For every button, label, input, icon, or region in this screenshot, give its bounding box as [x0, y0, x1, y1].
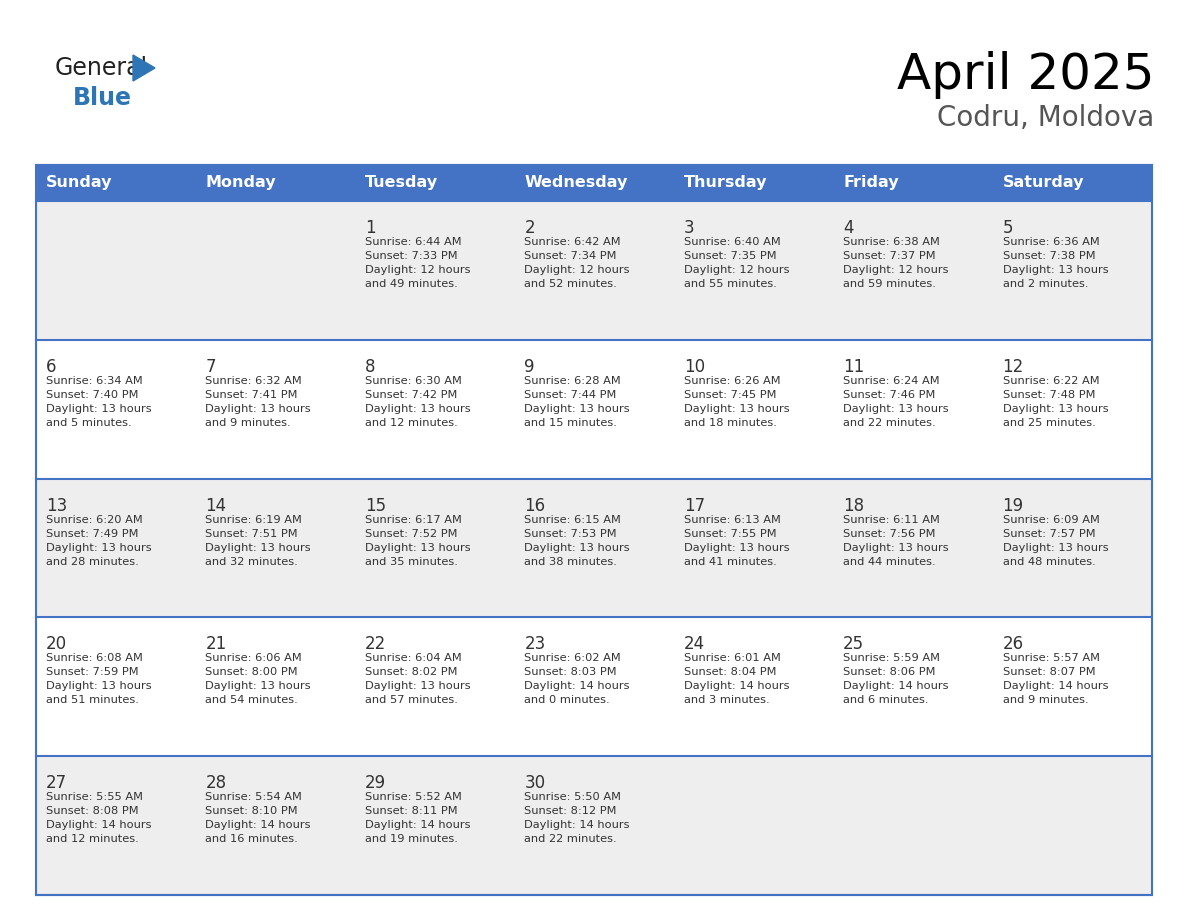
Bar: [36, 165, 1152, 895]
Bar: [36, 756, 1152, 895]
Text: 25: 25: [843, 635, 864, 654]
Text: Sunrise: 6:13 AM
Sunset: 7:55 PM
Daylight: 13 hours
and 41 minutes.: Sunrise: 6:13 AM Sunset: 7:55 PM Dayligh…: [684, 515, 789, 566]
Text: 27: 27: [46, 774, 68, 792]
Bar: [36, 201, 1152, 340]
Text: Wednesday: Wednesday: [524, 175, 627, 191]
Text: Sunrise: 6:42 AM
Sunset: 7:34 PM
Daylight: 12 hours
and 52 minutes.: Sunrise: 6:42 AM Sunset: 7:34 PM Dayligh…: [524, 237, 630, 289]
Text: 7: 7: [206, 358, 216, 375]
Text: 10: 10: [684, 358, 704, 375]
Text: Sunrise: 6:06 AM
Sunset: 8:00 PM
Daylight: 13 hours
and 54 minutes.: Sunrise: 6:06 AM Sunset: 8:00 PM Dayligh…: [206, 654, 311, 705]
Text: 19: 19: [1003, 497, 1024, 515]
Text: Sunrise: 6:34 AM
Sunset: 7:40 PM
Daylight: 13 hours
and 5 minutes.: Sunrise: 6:34 AM Sunset: 7:40 PM Dayligh…: [46, 375, 152, 428]
Text: Monday: Monday: [206, 175, 276, 191]
Text: 23: 23: [524, 635, 545, 654]
Text: 26: 26: [1003, 635, 1024, 654]
Text: Sunrise: 5:52 AM
Sunset: 8:11 PM
Daylight: 14 hours
and 19 minutes.: Sunrise: 5:52 AM Sunset: 8:11 PM Dayligh…: [365, 792, 470, 845]
Text: 15: 15: [365, 497, 386, 515]
Text: Sunrise: 6:17 AM
Sunset: 7:52 PM
Daylight: 13 hours
and 35 minutes.: Sunrise: 6:17 AM Sunset: 7:52 PM Dayligh…: [365, 515, 470, 566]
Text: Sunrise: 6:44 AM
Sunset: 7:33 PM
Daylight: 12 hours
and 49 minutes.: Sunrise: 6:44 AM Sunset: 7:33 PM Dayligh…: [365, 237, 470, 289]
Text: Sunday: Sunday: [46, 175, 113, 191]
Bar: [36, 340, 1152, 478]
Text: Sunrise: 6:32 AM
Sunset: 7:41 PM
Daylight: 13 hours
and 9 minutes.: Sunrise: 6:32 AM Sunset: 7:41 PM Dayligh…: [206, 375, 311, 428]
Text: 14: 14: [206, 497, 227, 515]
Text: Sunrise: 6:38 AM
Sunset: 7:37 PM
Daylight: 12 hours
and 59 minutes.: Sunrise: 6:38 AM Sunset: 7:37 PM Dayligh…: [843, 237, 949, 289]
Text: Sunrise: 5:54 AM
Sunset: 8:10 PM
Daylight: 14 hours
and 16 minutes.: Sunrise: 5:54 AM Sunset: 8:10 PM Dayligh…: [206, 792, 311, 845]
Text: 16: 16: [524, 497, 545, 515]
Text: Sunrise: 6:15 AM
Sunset: 7:53 PM
Daylight: 13 hours
and 38 minutes.: Sunrise: 6:15 AM Sunset: 7:53 PM Dayligh…: [524, 515, 630, 566]
Text: Codru, Moldova: Codru, Moldova: [937, 104, 1155, 132]
Text: Sunrise: 6:36 AM
Sunset: 7:38 PM
Daylight: 13 hours
and 2 minutes.: Sunrise: 6:36 AM Sunset: 7:38 PM Dayligh…: [1003, 237, 1108, 289]
Text: 30: 30: [524, 774, 545, 792]
Text: Sunrise: 6:01 AM
Sunset: 8:04 PM
Daylight: 14 hours
and 3 minutes.: Sunrise: 6:01 AM Sunset: 8:04 PM Dayligh…: [684, 654, 789, 705]
Text: Sunrise: 5:55 AM
Sunset: 8:08 PM
Daylight: 14 hours
and 12 minutes.: Sunrise: 5:55 AM Sunset: 8:08 PM Dayligh…: [46, 792, 152, 845]
Text: Thursday: Thursday: [684, 175, 767, 191]
Text: Sunrise: 6:24 AM
Sunset: 7:46 PM
Daylight: 13 hours
and 22 minutes.: Sunrise: 6:24 AM Sunset: 7:46 PM Dayligh…: [843, 375, 949, 428]
Text: General: General: [55, 56, 148, 80]
Text: 21: 21: [206, 635, 227, 654]
Text: Blue: Blue: [72, 86, 132, 110]
Text: Tuesday: Tuesday: [365, 175, 438, 191]
Text: Sunrise: 6:11 AM
Sunset: 7:56 PM
Daylight: 13 hours
and 44 minutes.: Sunrise: 6:11 AM Sunset: 7:56 PM Dayligh…: [843, 515, 949, 566]
Text: Sunrise: 6:30 AM
Sunset: 7:42 PM
Daylight: 13 hours
and 12 minutes.: Sunrise: 6:30 AM Sunset: 7:42 PM Dayligh…: [365, 375, 470, 428]
Text: 11: 11: [843, 358, 865, 375]
Text: 13: 13: [46, 497, 68, 515]
Text: 28: 28: [206, 774, 227, 792]
Text: Sunrise: 6:28 AM
Sunset: 7:44 PM
Daylight: 13 hours
and 15 minutes.: Sunrise: 6:28 AM Sunset: 7:44 PM Dayligh…: [524, 375, 630, 428]
Text: Friday: Friday: [843, 175, 899, 191]
Text: Sunrise: 5:59 AM
Sunset: 8:06 PM
Daylight: 14 hours
and 6 minutes.: Sunrise: 5:59 AM Sunset: 8:06 PM Dayligh…: [843, 654, 949, 705]
Bar: [36, 165, 1152, 201]
Text: 3: 3: [684, 219, 694, 237]
Text: Sunrise: 5:50 AM
Sunset: 8:12 PM
Daylight: 14 hours
and 22 minutes.: Sunrise: 5:50 AM Sunset: 8:12 PM Dayligh…: [524, 792, 630, 845]
Text: Saturday: Saturday: [1003, 175, 1085, 191]
Text: Sunrise: 6:22 AM
Sunset: 7:48 PM
Daylight: 13 hours
and 25 minutes.: Sunrise: 6:22 AM Sunset: 7:48 PM Dayligh…: [1003, 375, 1108, 428]
Text: Sunrise: 6:19 AM
Sunset: 7:51 PM
Daylight: 13 hours
and 32 minutes.: Sunrise: 6:19 AM Sunset: 7:51 PM Dayligh…: [206, 515, 311, 566]
Text: 24: 24: [684, 635, 704, 654]
Text: Sunrise: 6:20 AM
Sunset: 7:49 PM
Daylight: 13 hours
and 28 minutes.: Sunrise: 6:20 AM Sunset: 7:49 PM Dayligh…: [46, 515, 152, 566]
Bar: [36, 478, 1152, 618]
Text: 29: 29: [365, 774, 386, 792]
Text: 9: 9: [524, 358, 535, 375]
Text: 22: 22: [365, 635, 386, 654]
Text: Sunrise: 5:57 AM
Sunset: 8:07 PM
Daylight: 14 hours
and 9 minutes.: Sunrise: 5:57 AM Sunset: 8:07 PM Dayligh…: [1003, 654, 1108, 705]
Text: Sunrise: 6:26 AM
Sunset: 7:45 PM
Daylight: 13 hours
and 18 minutes.: Sunrise: 6:26 AM Sunset: 7:45 PM Dayligh…: [684, 375, 789, 428]
Polygon shape: [133, 55, 154, 81]
Text: 8: 8: [365, 358, 375, 375]
Text: Sunrise: 6:08 AM
Sunset: 7:59 PM
Daylight: 13 hours
and 51 minutes.: Sunrise: 6:08 AM Sunset: 7:59 PM Dayligh…: [46, 654, 152, 705]
Text: Sunrise: 6:04 AM
Sunset: 8:02 PM
Daylight: 13 hours
and 57 minutes.: Sunrise: 6:04 AM Sunset: 8:02 PM Dayligh…: [365, 654, 470, 705]
Text: 18: 18: [843, 497, 864, 515]
Text: Sunrise: 6:09 AM
Sunset: 7:57 PM
Daylight: 13 hours
and 48 minutes.: Sunrise: 6:09 AM Sunset: 7:57 PM Dayligh…: [1003, 515, 1108, 566]
Bar: [36, 618, 1152, 756]
Text: 6: 6: [46, 358, 57, 375]
Text: Sunrise: 6:02 AM
Sunset: 8:03 PM
Daylight: 14 hours
and 0 minutes.: Sunrise: 6:02 AM Sunset: 8:03 PM Dayligh…: [524, 654, 630, 705]
Text: 4: 4: [843, 219, 854, 237]
Text: Sunrise: 6:40 AM
Sunset: 7:35 PM
Daylight: 12 hours
and 55 minutes.: Sunrise: 6:40 AM Sunset: 7:35 PM Dayligh…: [684, 237, 789, 289]
Text: 20: 20: [46, 635, 68, 654]
Text: 5: 5: [1003, 219, 1013, 237]
Text: 2: 2: [524, 219, 535, 237]
Text: 12: 12: [1003, 358, 1024, 375]
Text: April 2025: April 2025: [897, 51, 1155, 99]
Text: 1: 1: [365, 219, 375, 237]
Text: 17: 17: [684, 497, 704, 515]
